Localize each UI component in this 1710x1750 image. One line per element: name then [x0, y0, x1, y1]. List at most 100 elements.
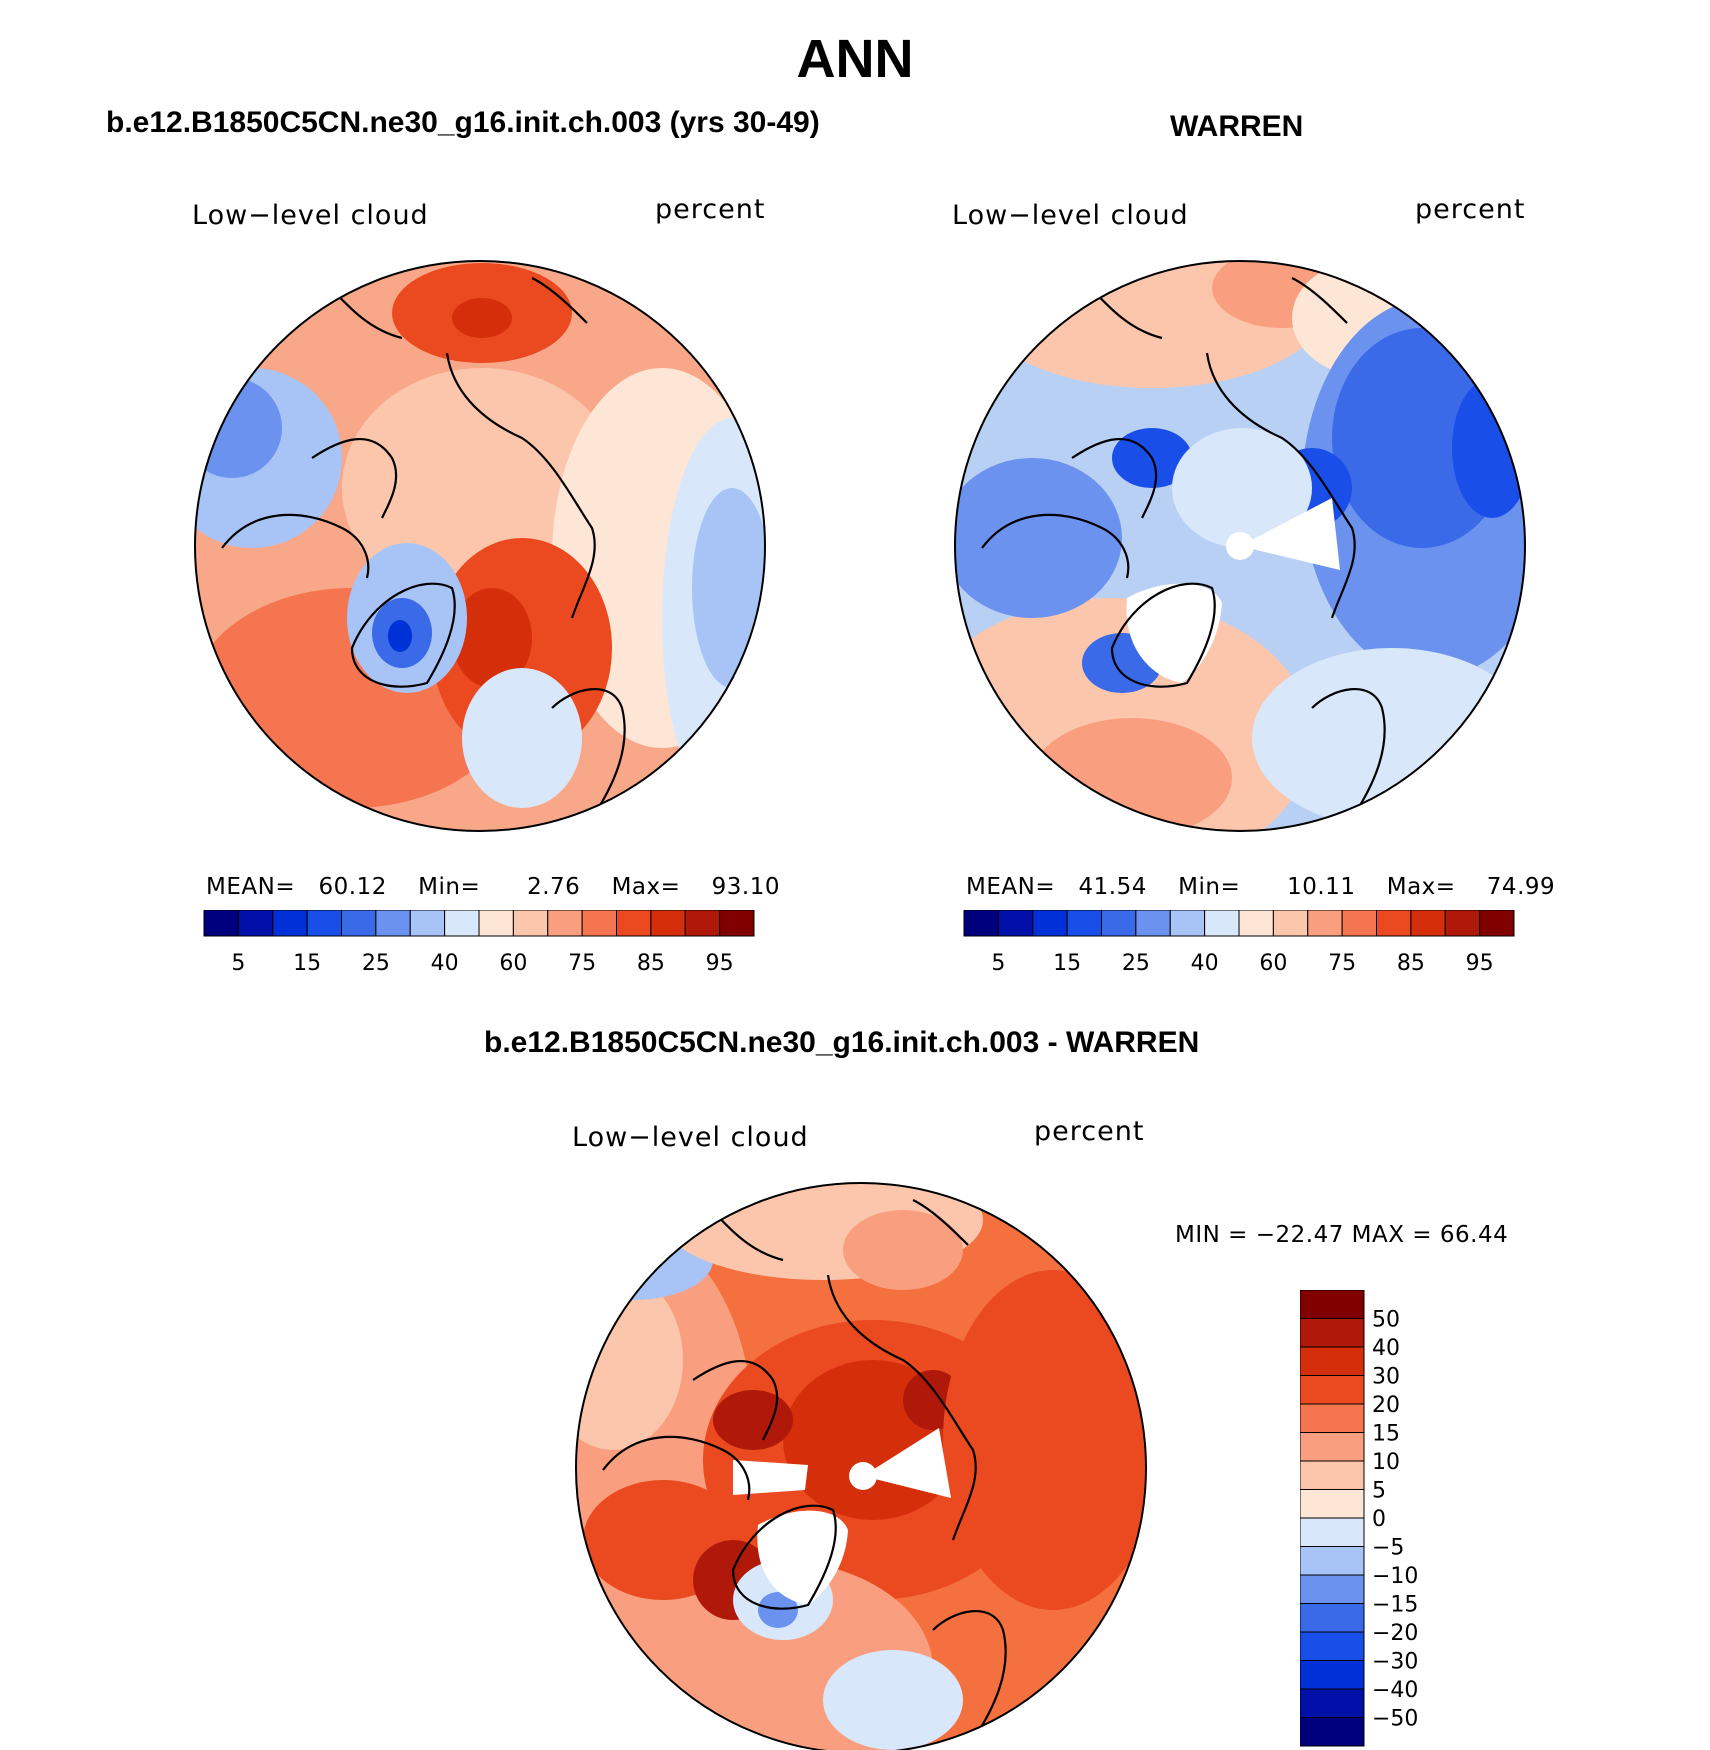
panel-diff-colorbar-swatch	[1300, 1375, 1365, 1405]
panel-model-mean-value: 60.12	[318, 874, 387, 900]
panel-obs-units-label: percent	[1415, 194, 1526, 225]
panel-model-colorbar-swatch	[650, 910, 686, 937]
panel-model-colorbar-swatch	[237, 910, 274, 937]
panel-obs-colorbar-swatch	[1341, 910, 1377, 937]
panel-model-title: b.e12.B1850C5CN.ne30_g16.init.ch.003 (yr…	[106, 106, 820, 139]
panel-diff-missing-greenland	[757, 1510, 848, 1605]
panel-model-colorbar-tick-label: 25	[362, 951, 390, 976]
panel-model-max-label: Max=	[611, 874, 681, 900]
panel-obs-colorbar-swatch	[1066, 910, 1102, 937]
panel-obs-colorbar-tick-label: 25	[1122, 951, 1150, 976]
panel-diff-colorbar-tick-label: −20	[1372, 1621, 1418, 1646]
panel-model-colorbar-swatch	[616, 910, 652, 937]
panel-diff-colorbar-tick-label: −40	[1372, 1678, 1418, 1703]
panel-obs-colorbar-swatch	[963, 910, 999, 937]
panel-diff-missing-wedge	[863, 1428, 951, 1498]
panel-obs-colorbar-swatch	[1169, 910, 1206, 937]
panel-diff-colorbar-swatch	[1300, 1574, 1365, 1604]
panel-diff-colorbar-swatch	[1300, 1290, 1365, 1319]
panel-diff-colorbar-swatch	[1300, 1688, 1365, 1718]
panel-diff-colorbar-swatch	[1300, 1546, 1365, 1576]
panel-obs-variable-label: Low−level cloud	[952, 200, 1189, 231]
panel-diff-units-label: percent	[1034, 1116, 1145, 1147]
figure-title: ANN	[796, 29, 914, 89]
panel-diff-colorbar-tick-label: −5	[1372, 1536, 1404, 1561]
panel-diff-colorbar-swatch	[1300, 1517, 1365, 1547]
panel-obs-title: WARREN	[1170, 110, 1304, 143]
panel-diff-colorbar-tick-label: 20	[1372, 1393, 1400, 1418]
panel-model-colorbar-swatch	[684, 910, 721, 937]
panel-diff-colorbar-swatch	[1300, 1660, 1365, 1690]
panel-obs-colorbar: 5 15 25 40 60 75 85 95	[963, 910, 1515, 976]
panel-model-colorbar-swatch	[306, 910, 342, 937]
panel-obs-colorbar-swatch	[1376, 910, 1412, 937]
panel-obs-colorbar-swatch	[1032, 910, 1068, 937]
panel-diff-colorbar-swatch	[1300, 1460, 1365, 1490]
panel-diff-colorbar-tick-label: −15	[1372, 1593, 1418, 1618]
panel-diff-colorbar-swatch	[1300, 1717, 1365, 1747]
panel-diff-colorbar-tick-label: −30	[1372, 1650, 1418, 1675]
panel-model-mean-label: MEAN=	[206, 874, 296, 900]
panel-obs-coastlines	[981, 267, 1386, 819]
panel-diff-colorbar-tick-label: 0	[1372, 1507, 1386, 1532]
panel-diff-colorbar-swatch	[1300, 1318, 1365, 1348]
panel-model-map-border	[194, 260, 766, 832]
panel-diff-coastlines	[602, 1189, 1007, 1741]
panel-diff-colorbar-swatch	[1300, 1489, 1365, 1519]
panel-model-colorbar: 5 15 25 40 60 75 85 95	[203, 910, 755, 976]
panel-diff-colorbar-tick-label: −50	[1372, 1707, 1418, 1732]
panel-obs-colorbar-swatch	[1135, 910, 1171, 937]
panel-obs-min-value: 10.11	[1287, 874, 1356, 900]
panel-obs-max-label: Max=	[1386, 874, 1456, 900]
panel-obs-colorbar-swatch	[1101, 910, 1137, 937]
panel-obs-map	[954, 260, 1526, 832]
panel-model-colorbar-tick-label: 5	[231, 951, 245, 976]
panel-diff-colorbar-tick-label: 30	[1372, 1365, 1400, 1390]
panel-model-min-label: Min=	[418, 874, 481, 900]
panel-model-colorbar-swatch	[341, 910, 377, 937]
panel-obs-colorbar-swatch	[997, 910, 1034, 937]
panel-model-colorbar-swatch	[478, 910, 514, 937]
panel-diff-contours	[576, 1183, 1146, 1750]
panel-model-colorbar-tick-label: 85	[637, 951, 665, 976]
panel-diff-pole-gap	[849, 1462, 877, 1490]
panel-obs-missing-greenland	[1126, 583, 1222, 683]
panel-obs-colorbar-swatch	[1272, 910, 1309, 937]
panel-model-colorbar-swatch	[581, 910, 617, 937]
panel-model-colorbar-tick-label: 60	[499, 951, 527, 976]
panel-model-colorbar-swatch	[444, 910, 480, 937]
panel-obs-map-border	[954, 260, 1526, 832]
panel-diff-colorbar-swatch	[1300, 1603, 1365, 1633]
panel-diff-colorbar-swatch	[1300, 1432, 1365, 1462]
panel-obs-colorbar-tick-label: 40	[1191, 951, 1219, 976]
panel-obs-colorbar-swatch	[1307, 910, 1343, 937]
panel-diff-colorbar-tick-label: 50	[1372, 1308, 1400, 1333]
panel-diff-colorbar-tick-label: −10	[1372, 1564, 1418, 1589]
panel-model-colorbar-swatch	[719, 910, 755, 937]
panel-model-map	[194, 260, 766, 832]
panel-obs-colorbar-tick-label: 95	[1466, 951, 1494, 976]
panel-diff-variable-label: Low−level cloud	[572, 1122, 809, 1153]
panel-obs-colorbar-swatch	[1479, 910, 1515, 937]
panel-diff-colorbar-swatch	[1300, 1346, 1365, 1376]
panel-model-colorbar-swatch	[203, 910, 239, 937]
panel-obs-max-value: 74.99	[1486, 874, 1556, 900]
panel-model-colorbar-swatch	[375, 910, 411, 937]
panel-model-colorbar-swatch	[409, 910, 446, 937]
panel-obs-pole-gap	[1226, 532, 1254, 560]
panel-model-colorbar-tick-label: 95	[706, 951, 734, 976]
panel-model-min-value: 2.76	[527, 874, 581, 900]
panel-obs-colorbar-tick-label: 15	[1053, 951, 1081, 976]
panel-diff-colorbar-tick-label: 10	[1372, 1450, 1400, 1475]
panel-diff-map-border	[575, 1182, 1147, 1750]
panel-model-colorbar-tick-label: 40	[431, 951, 459, 976]
panel-obs-missing-wedge	[1240, 498, 1340, 570]
panel-obs-mean-value: 41.54	[1078, 874, 1147, 900]
panel-obs-colorbar-tick-label: 85	[1397, 951, 1425, 976]
panel-obs-colorbar-swatch	[1204, 910, 1240, 937]
panel-obs-mean-label: MEAN=	[966, 874, 1056, 900]
panel-obs-min-label: Min=	[1178, 874, 1241, 900]
panel-model-variable-label: Low−level cloud	[192, 200, 429, 231]
panel-model-colorbar-swatch	[547, 910, 583, 937]
